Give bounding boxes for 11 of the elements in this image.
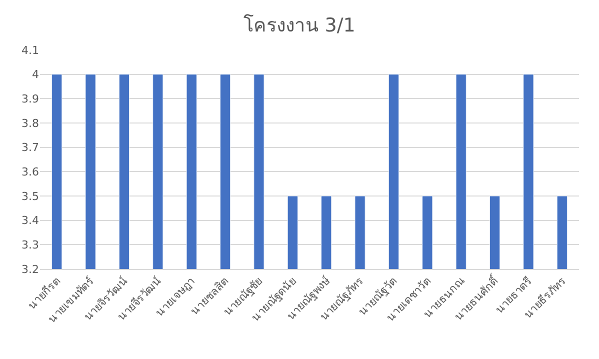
y-tick-label: 4: [32, 68, 39, 82]
y-tick-label: 3.8: [22, 116, 39, 130]
y-tick-label: 3.3: [22, 238, 39, 252]
y-tick-label: 3.2: [22, 262, 39, 276]
y-tick-label: 4.1: [22, 44, 39, 57]
y-tick-label: 3.6: [22, 166, 39, 179]
y-tick-label: 3.4: [22, 214, 39, 228]
y-tick-label: 3.7: [22, 141, 39, 154]
y-tick-label: 3.5: [22, 190, 39, 203]
y-tick-label: 3.9: [22, 92, 39, 106]
chart-title: โครงงาน 3/1: [244, 13, 356, 36]
